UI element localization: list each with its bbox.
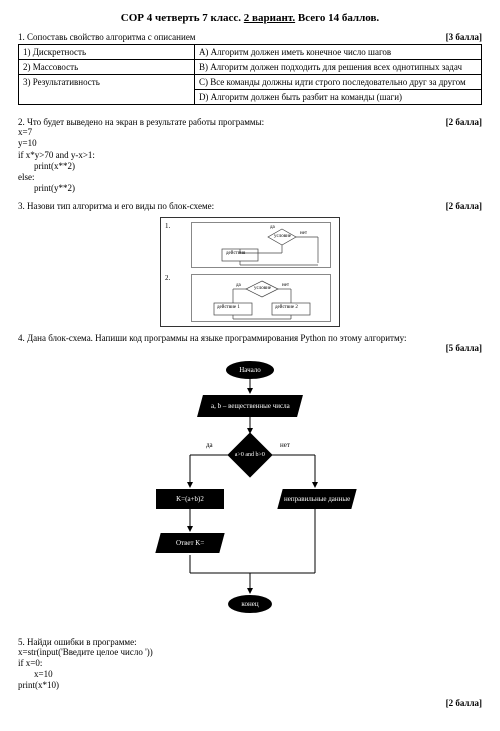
q1-header: 1. Сопоставь свойство алгоритма с описан… (18, 32, 482, 42)
q4-prompt: 4. Дана блок-схема. Напиши код программы… (18, 333, 407, 343)
q3-d2-no: нет (282, 283, 289, 288)
q2-l4: else: (18, 172, 482, 183)
flow-start: Начало (226, 361, 274, 379)
q3-prompt: 3. Назови тип алгоритма и его виды по бл… (18, 201, 214, 211)
q1-prompt: 1. Сопоставь свойство алгоритма с описан… (18, 32, 196, 42)
flow-yes: да (206, 441, 213, 449)
q5: 5. Найди ошибки в программе: x=str(input… (18, 637, 482, 708)
q1-right-2: C) Все команды должны идти строго послед… (194, 75, 481, 90)
q3-d1-yes: да (270, 225, 275, 230)
q2-code: x=7 y=10 if x*y>70 and y-x>1: print(x**2… (18, 127, 482, 195)
q2-l2: if x*y>70 and y-x>1: (18, 150, 482, 161)
page-title: СОР 4 четверть 7 класс. 2 вариант. Всего… (18, 12, 482, 24)
q5-l1: if x=0: (18, 658, 482, 669)
flow-no: нет (280, 441, 290, 449)
q2-l0: x=7 (18, 127, 482, 138)
q2-prompt: 2. Что будет выведено на экран в результ… (18, 117, 264, 127)
q1-table: 1) Дискретность A) Алгоритм должен иметь… (18, 44, 482, 105)
q1-left-1: 2) Массовость (19, 60, 195, 75)
q3-d2-act1: действие 1 (217, 305, 240, 310)
title-suffix: Всего 14 баллов. (295, 12, 379, 24)
q4-points: [5 балла] (18, 343, 482, 353)
q2-header: 2. Что будет выведено на экран в результ… (18, 117, 482, 127)
q2-l1: y=10 (18, 138, 482, 149)
q3-label-1: 1. (165, 222, 170, 230)
q1-points: [3 балла] (446, 32, 482, 42)
flow-out: Ответ K= (155, 533, 224, 553)
q1-right-3: D) Алгоритм должен быть разбит на команд… (194, 90, 481, 105)
q5-prompt: 5. Найди ошибки в программе: (18, 637, 482, 647)
q2-points: [2 балла] (446, 117, 482, 127)
q3-d2-act2: действие 2 (275, 305, 298, 310)
q1-left-2: 3) Результативность (19, 75, 195, 105)
q5-code: x=str(input('Введите целое число ')) if … (18, 647, 482, 692)
q5-l3: print(x*10) (18, 680, 482, 691)
q1-right-1: B) Алгоритм должен подходить для решения… (194, 60, 481, 75)
q3-d1-no: нет (300, 231, 307, 236)
title-variant: 2 вариант. (244, 12, 295, 24)
q3-d1-act: действия (226, 251, 245, 256)
q4-header: 4. Дана блок-схема. Напиши код программы… (18, 333, 482, 343)
q3-d2-cond: условие (254, 286, 271, 291)
q3-label-2: 2. (165, 274, 170, 282)
q3-header: 3. Назови тип алгоритма и его виды по бл… (18, 201, 482, 211)
flow-wrong: неправильные данные (277, 489, 356, 509)
q5-l0: x=str(input('Введите целое число ')) (18, 647, 482, 658)
flow-end: конец (228, 595, 272, 613)
q3-sub-1: да условие нет действия (191, 222, 331, 268)
flow-k: K=(a+b)2 (156, 489, 224, 509)
q5-points: [2 балла] (18, 698, 482, 708)
q3-d1-cond: условие (274, 234, 291, 239)
q4-flowchart: Начало a, b – вещественные числа a>0 and… (120, 359, 380, 629)
q1-right-0: A) Алгоритм должен иметь конечное число … (194, 45, 481, 60)
q3-sub-2: да условие нет действие 1 действие 2 (191, 274, 331, 322)
q1-left-0: 1) Дискретность (19, 45, 195, 60)
q5-l2: x=10 (18, 669, 482, 680)
title-prefix: СОР 4 четверть 7 класс. (121, 12, 244, 24)
q3-diagram: 1. 2. да условие нет действия (160, 217, 340, 327)
flow-input: a, b – вещественные числа (197, 395, 303, 417)
q2-l5: print(y**2) (18, 183, 482, 194)
q3-points: [2 балла] (446, 201, 482, 211)
q3-d2-yes: да (236, 283, 241, 288)
q2-l3: print(x**2) (18, 161, 482, 172)
